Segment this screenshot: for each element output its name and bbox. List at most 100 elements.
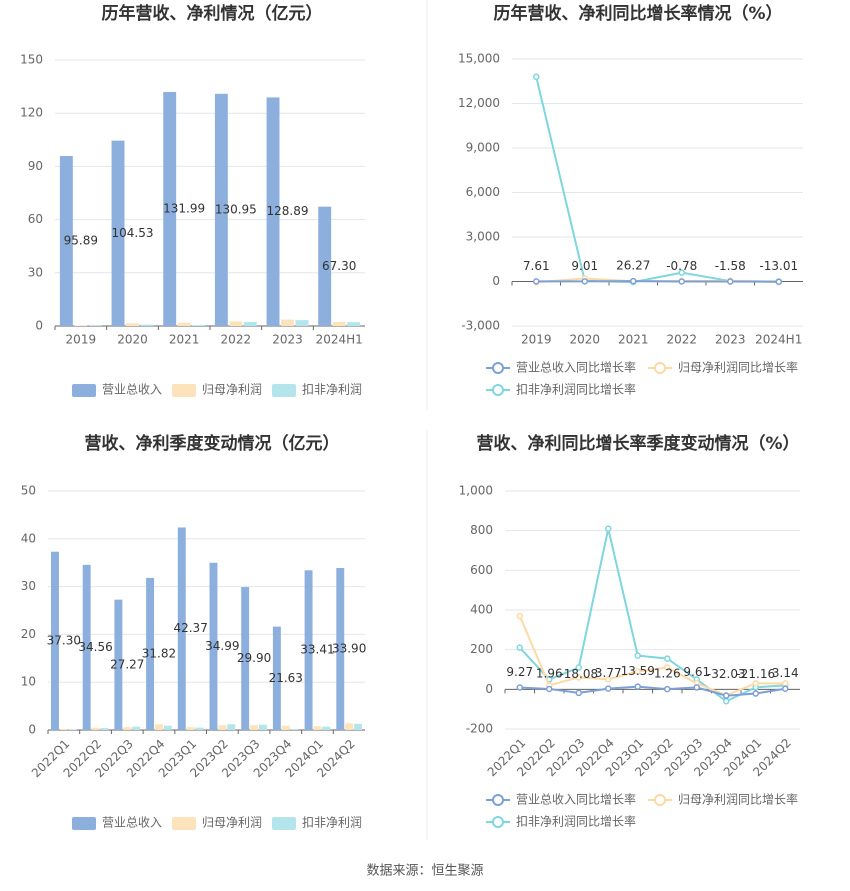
point xyxy=(516,684,523,691)
legend-label: 营业总收入 xyxy=(102,383,162,397)
point xyxy=(723,697,730,705)
bar xyxy=(229,321,243,326)
legend-label: 营业总收入 xyxy=(102,816,162,830)
x-tick-label: 2024H1 xyxy=(755,333,802,347)
point xyxy=(752,690,759,697)
value-label: -32.03 xyxy=(707,667,746,681)
y-tick-label: -200 xyxy=(466,722,493,736)
bar xyxy=(272,626,281,730)
bar xyxy=(163,91,177,326)
legend-label: 扣非净利润同比增长率 xyxy=(516,814,636,829)
value-label: 13.59 xyxy=(621,664,655,678)
point xyxy=(782,685,789,692)
bar xyxy=(51,551,59,730)
point xyxy=(546,685,553,693)
line xyxy=(536,280,779,283)
bar xyxy=(140,324,154,326)
legend-swatch xyxy=(654,794,666,806)
point xyxy=(605,685,612,692)
legend-label: 归母净利润 xyxy=(202,816,262,830)
bar xyxy=(186,727,195,730)
chart-title: 营收、净利同比增长率季度变动情况（%） xyxy=(476,433,799,454)
x-tick-label: 2019 xyxy=(521,333,552,347)
bar xyxy=(313,726,322,730)
value-label: 34.99 xyxy=(205,639,239,653)
value-label: 1.96 xyxy=(536,666,563,680)
legend-label: 扣非净利润 xyxy=(302,816,362,830)
point xyxy=(678,269,685,276)
point xyxy=(664,685,671,693)
legend-swatch xyxy=(172,817,196,830)
value-label: 95.89 xyxy=(64,233,98,247)
value-label: -21.16 xyxy=(736,667,775,681)
value-label: -0.78 xyxy=(666,259,697,273)
value-label: 33.41 xyxy=(300,643,334,657)
bar xyxy=(74,325,88,326)
x-tick-label: 2021 xyxy=(618,333,649,347)
bar xyxy=(241,587,250,730)
bar xyxy=(295,320,309,326)
bar xyxy=(345,723,354,730)
y-tick-label: 12,000 xyxy=(458,96,500,110)
point xyxy=(775,278,782,285)
point xyxy=(605,525,612,532)
x-tick-label: 2022 xyxy=(221,333,252,347)
y-tick-label: 20 xyxy=(21,627,36,641)
point xyxy=(782,680,789,687)
point xyxy=(516,612,523,620)
point xyxy=(723,692,730,699)
bar xyxy=(266,97,280,327)
point xyxy=(693,684,700,691)
value-label: 3.14 xyxy=(772,666,799,680)
y-tick-label: 50 xyxy=(21,484,36,498)
point xyxy=(678,278,685,285)
value-label: -18.08 xyxy=(559,667,598,681)
bar xyxy=(59,729,68,730)
legend-label: 营业总收入同比增长率 xyxy=(516,792,636,807)
point xyxy=(634,652,641,659)
bar xyxy=(192,325,206,326)
value-label: 67.30 xyxy=(322,259,356,273)
value-label: 7.61 xyxy=(523,259,550,273)
y-tick-label: 120 xyxy=(20,106,43,120)
point xyxy=(575,674,582,681)
legend-label: 扣非净利润同比增长率 xyxy=(516,382,636,397)
legend-swatch xyxy=(272,817,296,830)
value-label: 131.99 xyxy=(163,201,205,215)
y-tick-label: 40 xyxy=(21,531,36,545)
line xyxy=(519,685,786,697)
y-tick-label: 150 xyxy=(20,53,43,67)
chart-title: 营收、净利季度变动情况（亿元） xyxy=(85,433,340,454)
bar xyxy=(214,93,228,326)
bar xyxy=(290,729,299,730)
legend-swatch xyxy=(492,362,504,374)
bar xyxy=(258,724,267,730)
point xyxy=(664,664,671,671)
value-label: 130.95 xyxy=(215,202,257,216)
value-label: 104.53 xyxy=(112,226,154,240)
point xyxy=(634,683,641,690)
legend-swatch xyxy=(72,384,96,397)
bar xyxy=(347,322,361,326)
bar xyxy=(336,567,345,730)
bar xyxy=(123,727,132,730)
value-label: -1.58 xyxy=(715,259,746,273)
legend-swatch xyxy=(272,384,296,397)
legend-label: 归母净利润同比增长率 xyxy=(678,360,798,375)
bar xyxy=(132,726,141,730)
y-tick-label: 1,000 xyxy=(459,484,493,498)
bar xyxy=(250,725,259,730)
legend-label: 归母净利润 xyxy=(202,383,262,397)
bar xyxy=(59,155,73,326)
x-tick-label: 2024H1 xyxy=(316,333,363,347)
point xyxy=(630,277,637,285)
y-tick-label: 800 xyxy=(470,523,493,537)
value-label: -13.01 xyxy=(759,259,798,273)
bar xyxy=(100,728,109,730)
bar xyxy=(218,725,227,730)
point xyxy=(516,644,523,651)
legend-label: 营业总收入同比增长率 xyxy=(516,360,636,375)
x-tick-label: 2021 xyxy=(169,333,200,347)
point xyxy=(664,655,671,662)
